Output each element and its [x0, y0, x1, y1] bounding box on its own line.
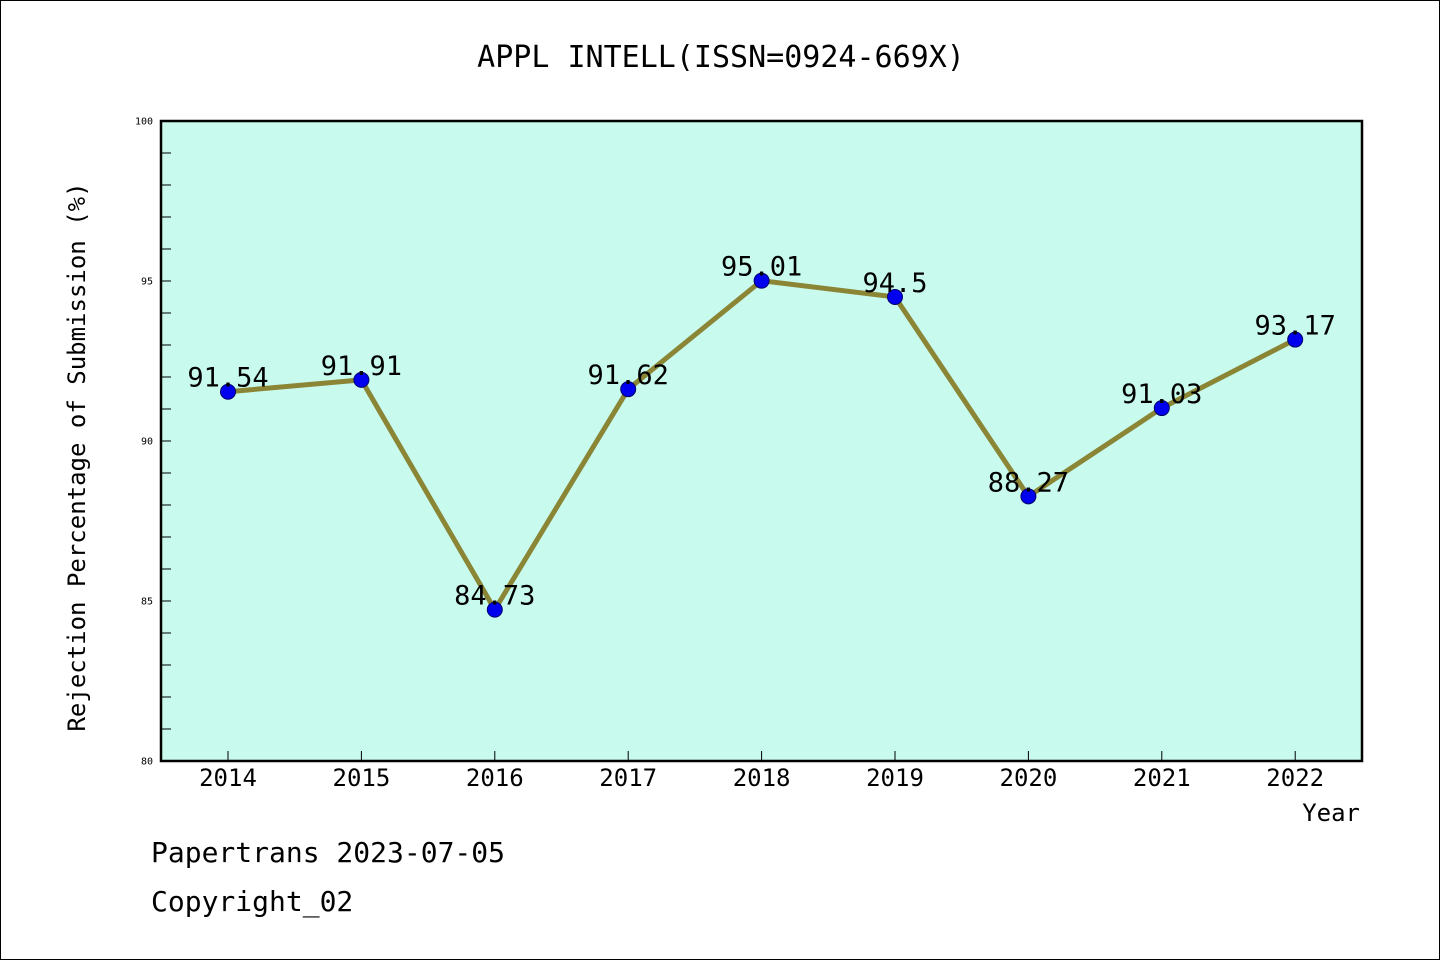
data-labels: 91.54 91.91 84.73 91.62 95.01 94.5 88.27 91.03 9… [187, 252, 1335, 612]
data-point [753, 272, 770, 289]
x-tick-label: 2019 [866, 764, 924, 792]
y-tick-label: 85 [141, 597, 153, 608]
y-tick-label: 90 [141, 437, 153, 448]
data-label: 94.5 [862, 268, 927, 299]
x-tick-label: 2018 [733, 764, 791, 792]
data-point [620, 381, 637, 398]
data-point [1287, 331, 1304, 348]
x-tick-label: 2016 [466, 764, 524, 792]
data-points [220, 272, 1304, 618]
data-point [486, 601, 503, 618]
x-axis-label: Year [1302, 799, 1360, 827]
data-label: 91.91 [321, 351, 402, 382]
y-minor-ticks [161, 152, 171, 730]
y-tick-label: 80 [141, 757, 153, 768]
data-label: 88.27 [988, 467, 1069, 498]
data-label: 91.54 [187, 363, 268, 394]
data-point [887, 289, 903, 305]
y-axis-label: Rejection Percentage of Submission (%) [63, 182, 91, 731]
x-tick-label: 2017 [599, 764, 657, 792]
data-label: 84.73 [454, 581, 535, 612]
y-tick-label: 95 [141, 277, 153, 288]
x-tick-label: 2020 [1000, 764, 1058, 792]
x-axis-ticks: 2014 2015 2016 2017 2018 2019 2020 2021 2022 [199, 751, 1324, 792]
footer-date: Papertrans 2023-07-05 [151, 836, 506, 869]
plot-frame [159, 119, 1364, 763]
plot-area [161, 121, 1362, 761]
data-label: 93.17 [1255, 311, 1336, 342]
data-point [1020, 488, 1037, 505]
data-point [353, 371, 370, 388]
x-tick-label: 2014 [199, 764, 257, 792]
x-tick-label: 2015 [333, 764, 391, 792]
data-point [1153, 400, 1170, 417]
data-label: 91.03 [1121, 379, 1202, 410]
data-label: 95.01 [721, 252, 802, 283]
y-tick-label: 100 [135, 117, 153, 128]
data-label: 91.62 [588, 360, 669, 391]
x-tick-label: 2021 [1133, 764, 1191, 792]
data-point [220, 383, 236, 400]
footer-copyright: Copyright_02 [151, 885, 354, 918]
x-tick-label: 2022 [1266, 764, 1324, 792]
chart-title: APPL INTELL(ISSN=0924-669X) [477, 40, 965, 75]
